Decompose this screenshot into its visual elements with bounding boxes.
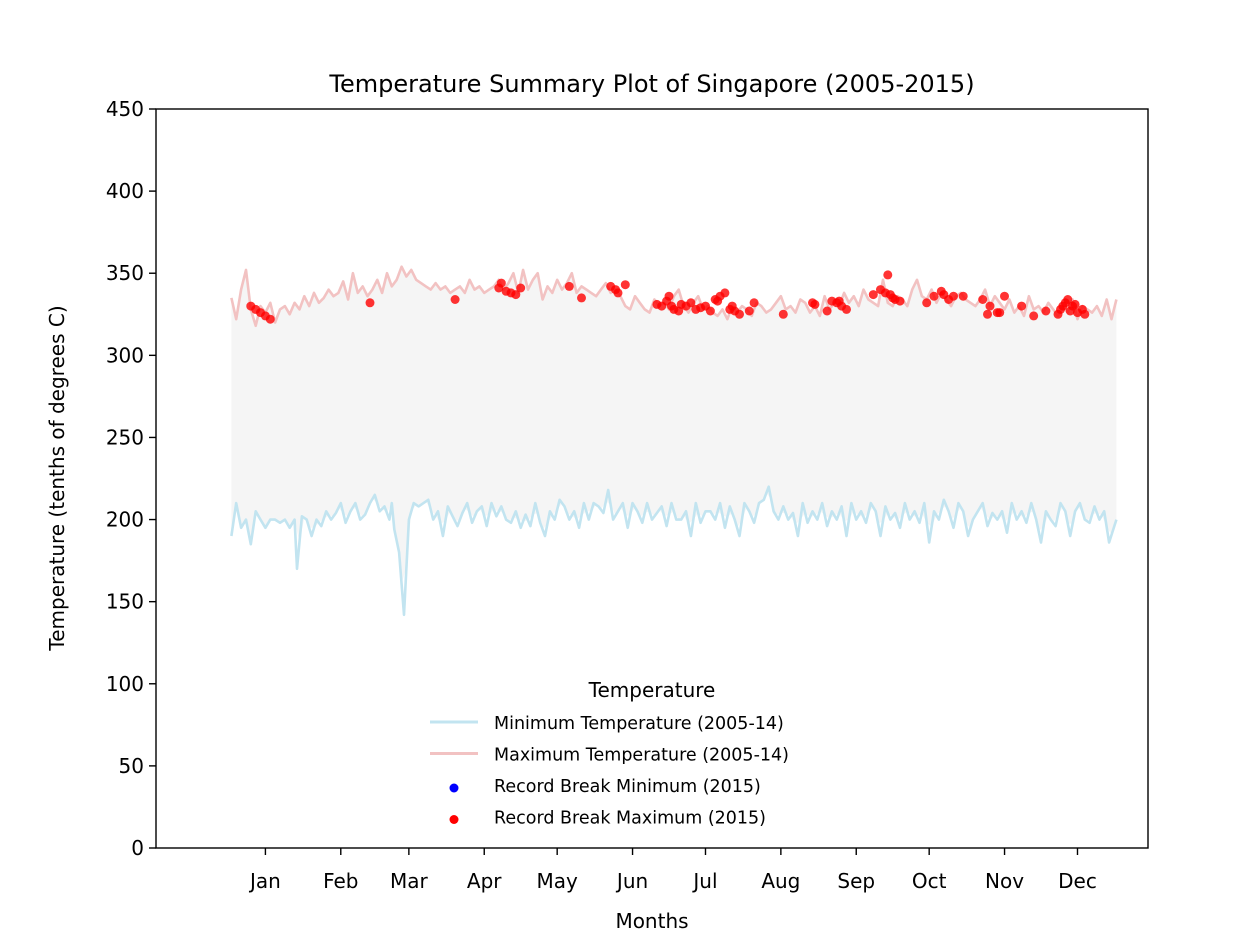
record-max-point: [511, 290, 521, 300]
x-tick-label: Jan: [248, 869, 281, 893]
y-tick-label: 250: [106, 425, 144, 449]
record-max-point: [978, 295, 988, 304]
record-max-point: [958, 291, 968, 301]
record-max-point: [1070, 299, 1080, 309]
x-tick-label: Dec: [1058, 869, 1097, 893]
x-axis-label: Months: [615, 909, 688, 933]
x-tick-label: Aug: [761, 869, 800, 893]
legend-dot-swatch: [449, 783, 459, 793]
record-max-point: [985, 301, 995, 311]
legend-label: Maximum Temperature (2005-14): [494, 746, 789, 766]
legend-label: Minimum Temperature (2005-14): [494, 714, 784, 734]
y-tick-label: 100: [106, 672, 144, 696]
x-tick-label: Feb: [323, 869, 358, 893]
record-max-point: [735, 309, 744, 319]
record-max-point: [744, 306, 754, 316]
x-tick-label: May: [536, 869, 578, 893]
record-max-point: [496, 278, 506, 288]
y-tick-label: 150: [106, 590, 144, 614]
x-tick-label: Nov: [985, 869, 1024, 893]
record-max-point: [1029, 311, 1039, 321]
record-max-point: [564, 281, 574, 291]
record-max-point: [810, 299, 820, 309]
record-max-point: [450, 295, 460, 304]
y-tick-label: 50: [119, 754, 144, 778]
record-max-point: [1063, 295, 1073, 304]
y-tick-label: 350: [106, 261, 144, 285]
record-max-point: [1041, 306, 1051, 316]
record-max-point: [720, 288, 730, 298]
record-max-point: [895, 296, 905, 306]
x-tick-label: Jul: [691, 869, 717, 893]
fill-between-area: [231, 266, 1117, 584]
y-axis: 0 50 100 150 200 250 300 350 400 450: [106, 97, 156, 860]
record-max-point: [620, 280, 630, 290]
record-max-point: [664, 291, 674, 301]
legend: Temperature Minimum Temperature (2005-14)…: [430, 678, 789, 829]
axes-frame: [155, 108, 1149, 849]
record-max-point: [365, 298, 375, 308]
record-max-point: [822, 306, 832, 316]
y-tick-label: 450: [106, 97, 144, 121]
y-tick-label: 0: [131, 836, 144, 860]
x-tick-label: Jun: [615, 869, 648, 893]
x-tick-label: Apr: [467, 869, 502, 893]
legend-title: Temperature: [588, 678, 716, 702]
record-max-point: [949, 291, 958, 301]
record-max-point: [749, 298, 759, 308]
max-temperature-line: [230, 265, 1118, 328]
x-tick-label: Sep: [837, 869, 875, 893]
record-max-point: [929, 291, 939, 301]
y-tick-label: 400: [106, 179, 144, 203]
plot-layer: [230, 265, 1118, 617]
min-temperature-line: [230, 485, 1118, 617]
x-axis: Jan Feb Mar Apr May Jun Jul Aug Sep Oct Nov Dec: [248, 848, 1097, 893]
legend-label: Record Break Minimum (2015): [494, 777, 761, 797]
y-axis-label: Temperature (tenths of degrees C): [45, 305, 69, 651]
record-max-point: [265, 314, 275, 324]
record-max-point: [1000, 291, 1009, 301]
record-max-point: [922, 298, 932, 308]
record-max-point: [705, 306, 715, 316]
y-tick-label: 200: [106, 508, 144, 532]
x-tick-label: Mar: [390, 869, 429, 893]
record-max-point: [577, 293, 586, 303]
record-max-point: [778, 309, 788, 319]
record-max-point: [1080, 309, 1090, 319]
record-max-point: [868, 290, 878, 300]
record-max-point: [1017, 301, 1027, 311]
record-max-point: [883, 270, 893, 280]
record-max-point: [995, 308, 1005, 318]
record-max-point: [613, 288, 623, 298]
legend-label: Record Break Maximum (2015): [494, 809, 766, 829]
record-max-point: [842, 304, 851, 314]
legend-dot-swatch: [449, 815, 459, 824]
record-max-point: [686, 298, 696, 308]
chart-title: Temperature Summary Plot of Singapore (2…: [328, 70, 974, 98]
record-max-point: [983, 309, 992, 319]
record-max-point: [516, 283, 526, 293]
y-tick-label: 300: [106, 343, 144, 367]
x-tick-label: Oct: [912, 869, 947, 893]
